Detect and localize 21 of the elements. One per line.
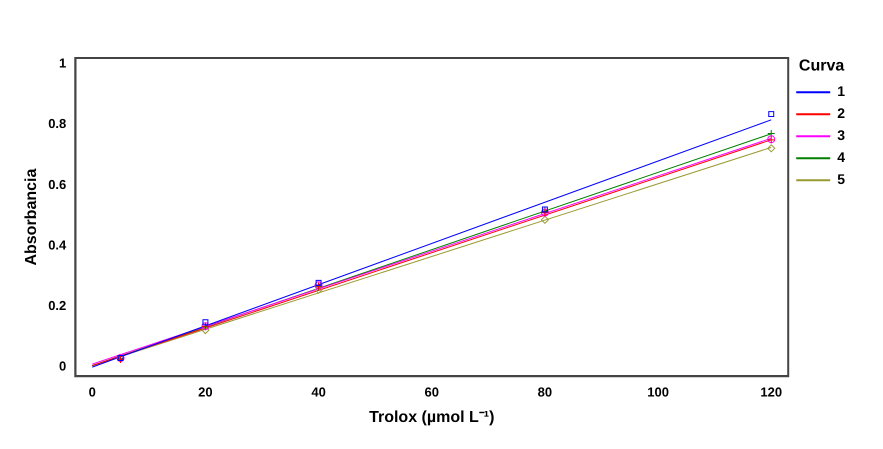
x-tick-label: 100 (647, 384, 669, 400)
x-tick-label: 20 (198, 384, 213, 400)
legend-label: 3 (837, 127, 846, 144)
y-tick-label: 0.2 (48, 298, 66, 314)
legend-label: 1 (837, 83, 846, 100)
legend-label: 2 (837, 105, 846, 122)
y-tick-label: 0.6 (48, 176, 66, 192)
x-tick-label: 80 (538, 384, 552, 400)
legend-title: Curva (798, 57, 844, 74)
x-tick-label: 40 (311, 384, 326, 400)
x-tick-label: 120 (760, 384, 782, 400)
y-tick-label: 0.4 (48, 237, 68, 252)
y-tick-label: 0.8 (48, 116, 66, 132)
y-tick-label: 0 (59, 358, 66, 374)
x-axis-title: Trolox (µmol L⁻¹) (369, 408, 494, 426)
x-tick-label: 0 (88, 384, 96, 400)
x-tick-label: 60 (424, 384, 439, 400)
legend-label: 4 (837, 149, 846, 166)
legend-label: 5 (837, 171, 846, 188)
y-axis-title: Absorbancia (23, 168, 40, 266)
y-tick-label: 1 (59, 56, 66, 71)
